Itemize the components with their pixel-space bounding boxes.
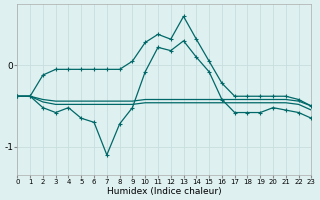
X-axis label: Humidex (Indice chaleur): Humidex (Indice chaleur) xyxy=(107,187,222,196)
